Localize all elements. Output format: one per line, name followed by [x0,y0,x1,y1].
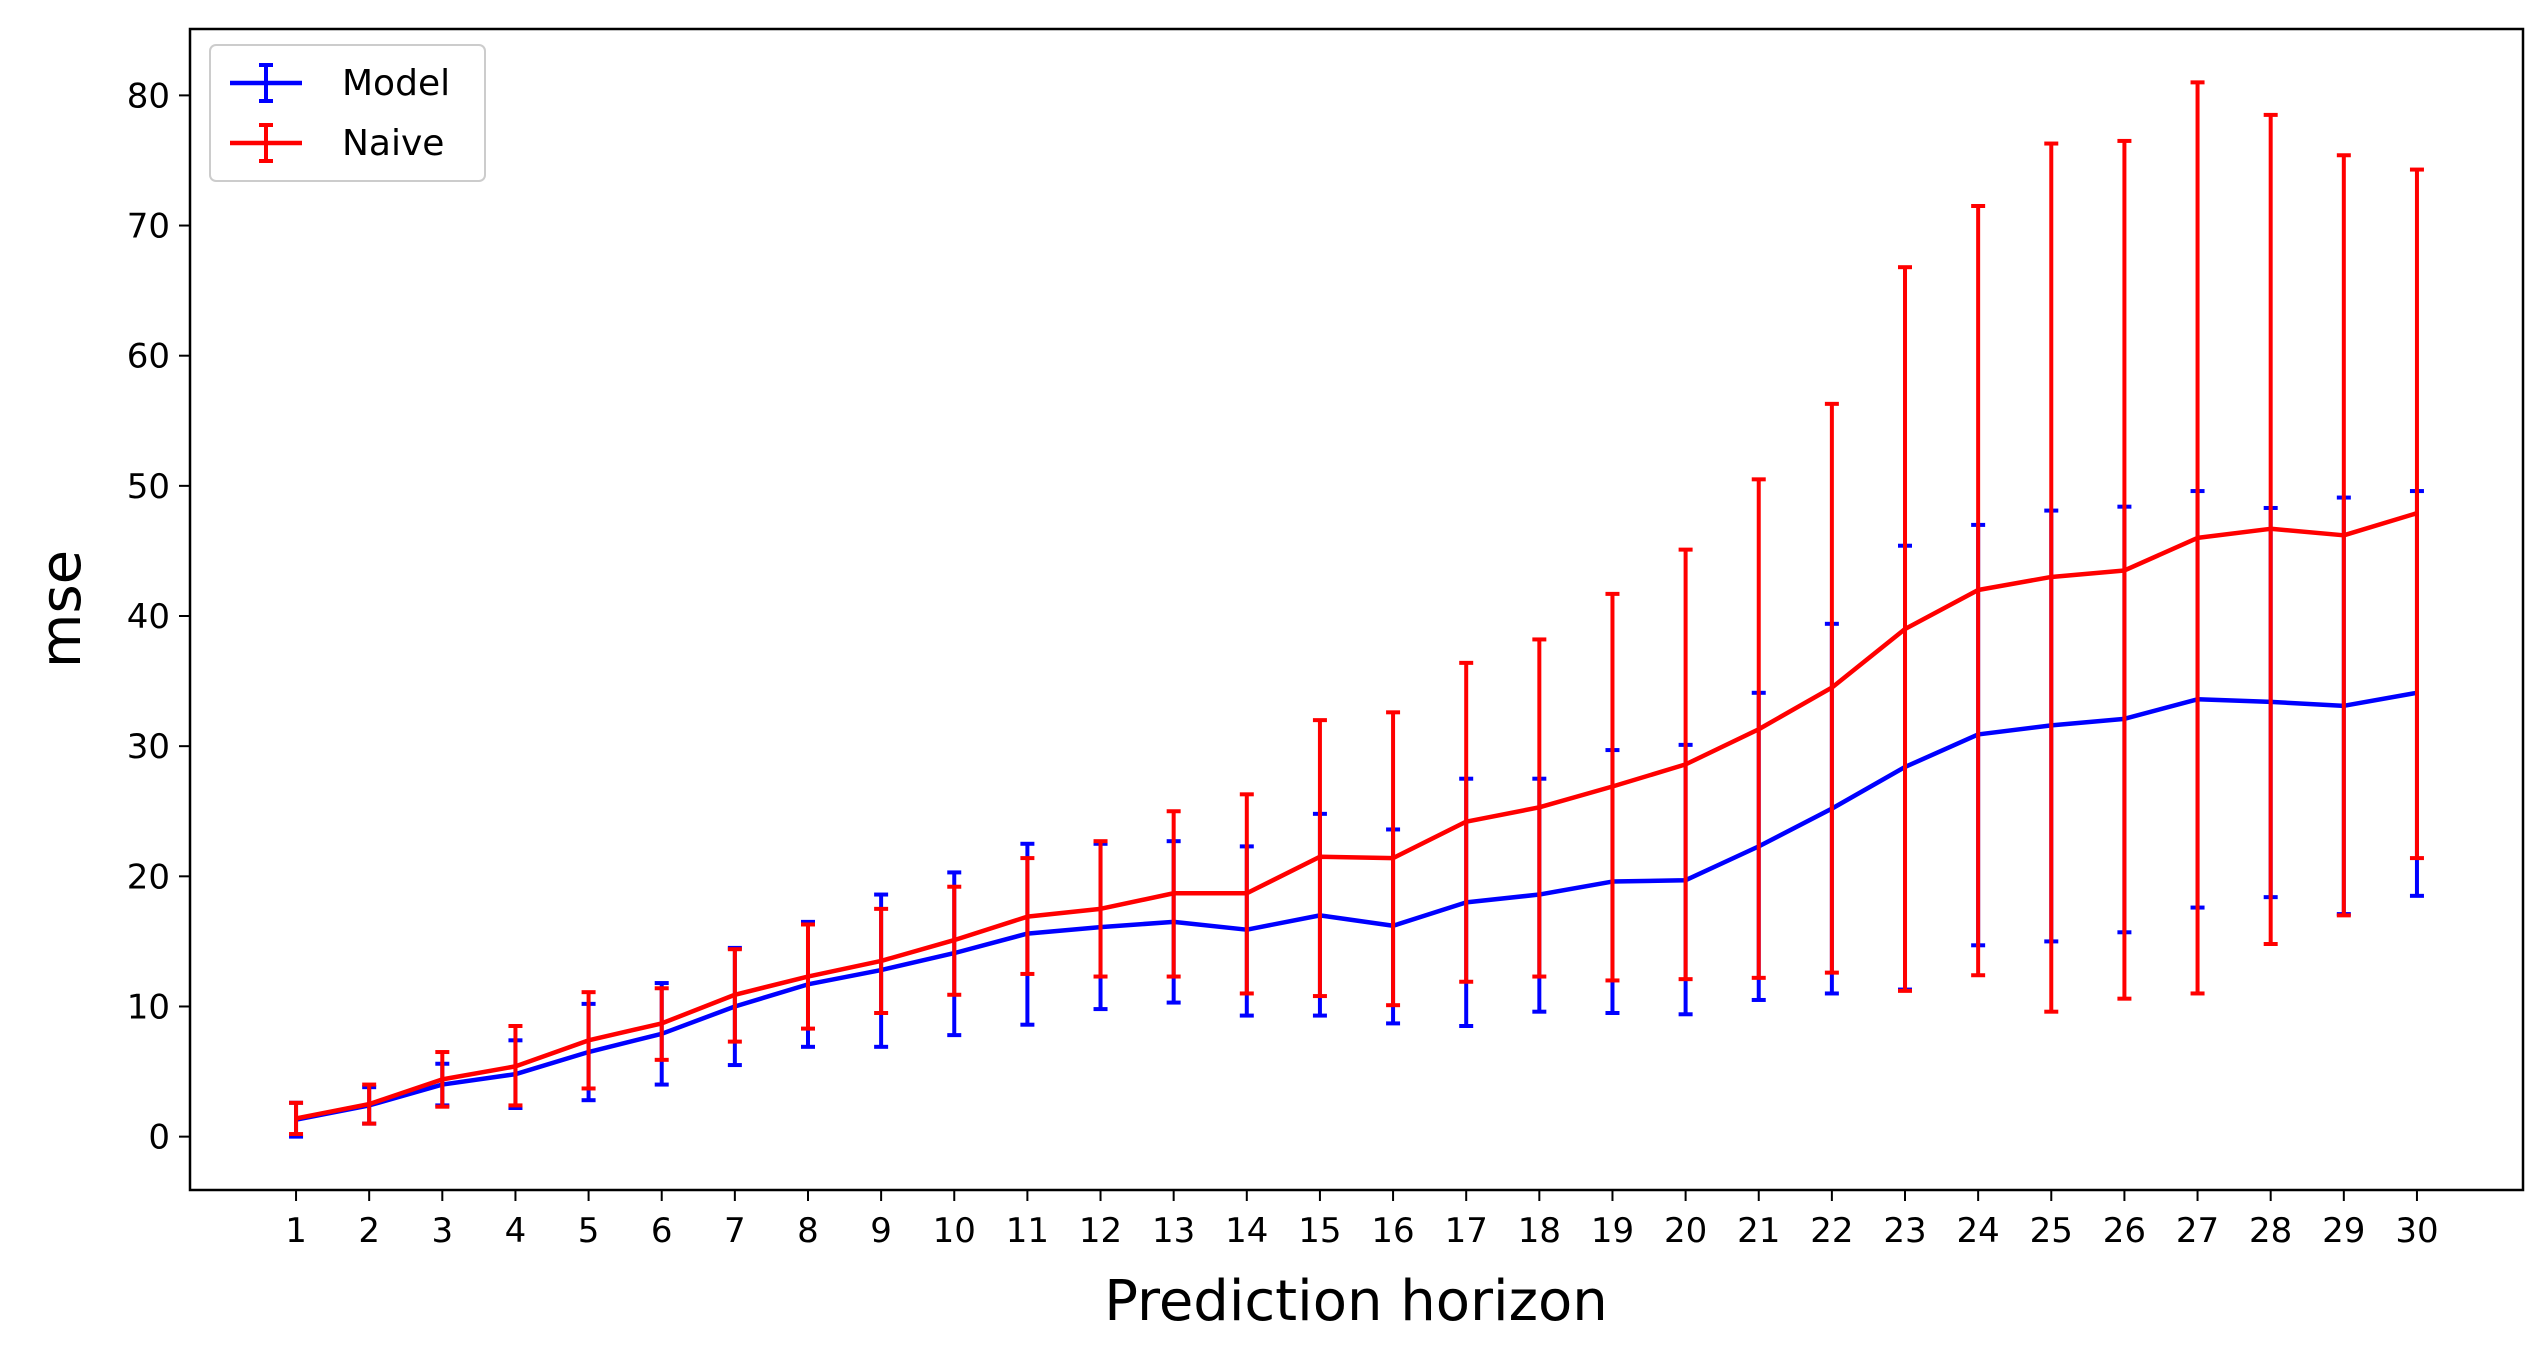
x-tick-label: 2 [358,1211,380,1251]
y-tick-label: 70 [127,207,170,247]
x-tick-label: 13 [1152,1211,1195,1251]
plot-content [289,80,2424,1139]
x-tick-label: 14 [1225,1211,1268,1251]
y-tick-label: 10 [127,987,170,1027]
x-tick-label: 8 [797,1211,819,1251]
x-tick-label: 21 [1737,1211,1780,1251]
x-tick-label: 23 [1883,1211,1926,1251]
legend-label: Naive [342,123,444,164]
x-tick-label: 15 [1298,1211,1341,1251]
legend: Model Naive [209,44,486,182]
y-tick-label: 0 [148,1118,170,1158]
y-tick-label: 40 [127,597,170,637]
plot-frame [188,27,2525,1192]
x-tick-label: 18 [1518,1211,1561,1251]
y-tick-label: 80 [127,76,170,116]
y-tick-label: 20 [127,857,170,897]
y-axis: 0 10 20 30 40 50 60 70 80 [127,76,190,1158]
x-tick-label: 24 [1957,1211,2000,1251]
x-axis-label: Prediction horizon [1104,1269,1607,1334]
x-tick-label: 17 [1445,1211,1488,1251]
x-tick-label: 16 [1371,1211,1414,1251]
series-line [295,511,2418,1121]
x-tick-label: 27 [2176,1211,2219,1251]
legend-label: Model [342,63,450,104]
x-tick-label: 12 [1079,1211,1122,1251]
x-tick-label: 1 [285,1211,307,1251]
x-tick-label: 30 [2395,1211,2438,1251]
x-tick-label: 29 [2322,1211,2365,1251]
y-axis-label: mse [29,550,94,668]
x-tick-label: 22 [1810,1211,1853,1251]
x-tick-label: 19 [1591,1211,1634,1251]
y-tick-label: 50 [127,467,170,507]
y-tick-label: 60 [127,337,170,377]
y-tick-label: 30 [127,727,170,767]
legend-entry: Naive [230,123,444,164]
x-tick-label: 6 [651,1211,673,1251]
x-tick-label: 4 [505,1211,527,1251]
x-tick-label: 9 [870,1211,892,1251]
x-tick-label: 5 [578,1211,600,1251]
x-tick-label: 26 [2103,1211,2146,1251]
x-tick-label: 20 [1664,1211,1707,1251]
x-tick-label: 25 [2030,1211,2073,1251]
series-naive [289,80,2424,1137]
series-line [295,690,2418,1122]
x-tick-label: 10 [933,1211,976,1251]
x-tick-label: 11 [1006,1211,1049,1251]
x-tick-label: 28 [2249,1211,2292,1251]
x-tick-label: 3 [431,1211,453,1251]
legend-box [209,44,486,182]
legend-entry: Model [230,63,450,104]
x-axis: 1 2 3 4 5 6 7 8 9 10 11 12 13 14 15 16 17 18 19 20 21 22 23 24 2… [285,1190,2439,1251]
x-tick-label: 7 [724,1211,746,1251]
